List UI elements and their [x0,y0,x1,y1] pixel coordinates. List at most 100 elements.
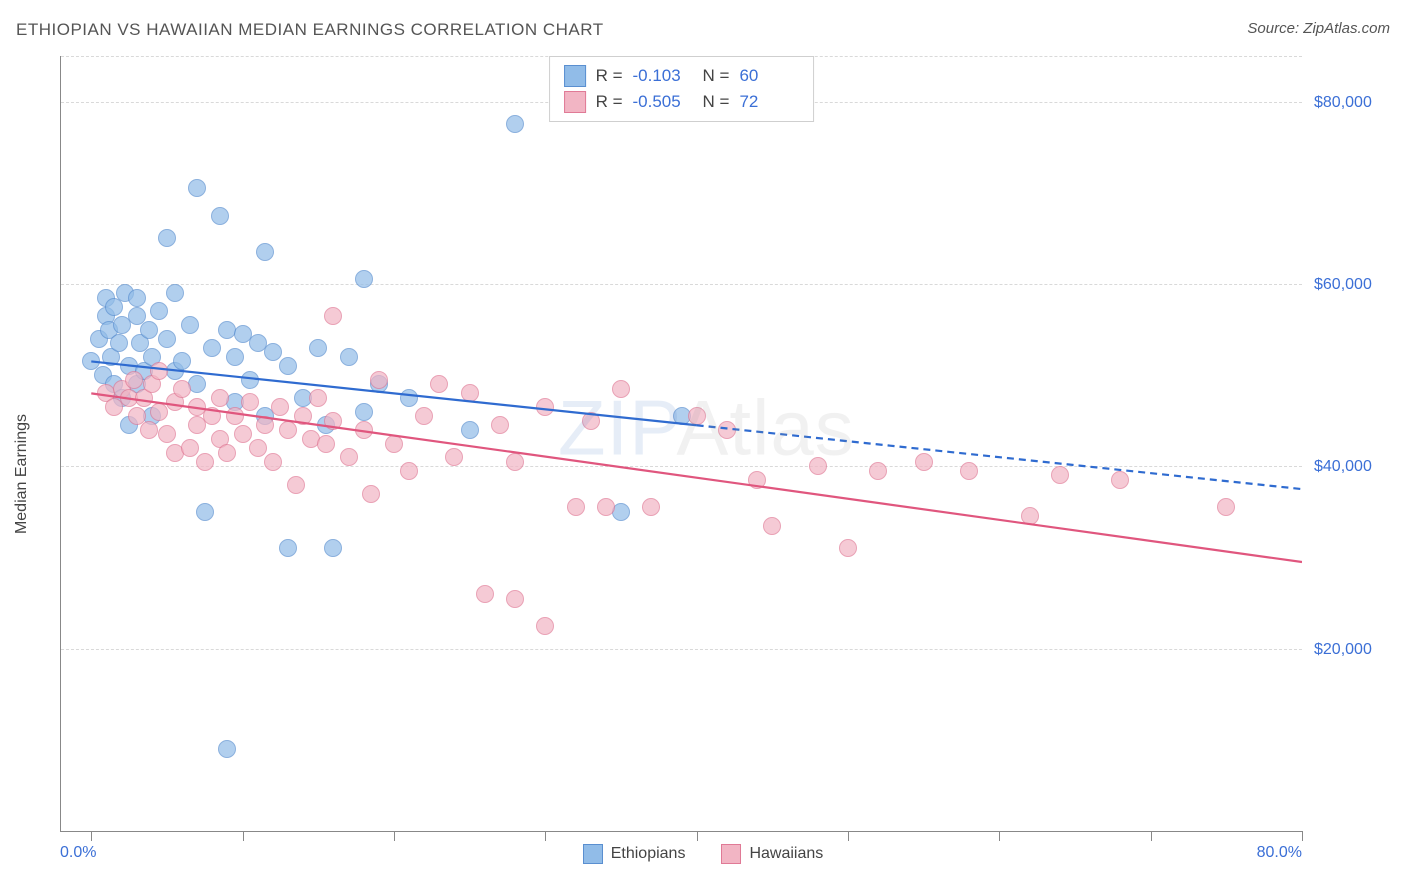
scatter-point [158,425,176,443]
y-axis-label: Median Earnings [13,414,31,534]
watermark-suffix: Atlas [676,384,854,472]
scatter-point [370,371,388,389]
scatter-point [340,348,358,366]
stat-R-value: -0.505 [633,92,693,112]
source-prefix: Source: [1247,20,1303,37]
scatter-point [264,453,282,471]
scatter-point [324,412,342,430]
scatter-point [226,348,244,366]
scatter-point [1021,507,1039,525]
scatter-point [445,448,463,466]
scatter-point [385,435,403,453]
scatter-point [234,425,252,443]
scatter-point [915,453,933,471]
scatter-point [748,471,766,489]
gridline-h: $40,000 [61,466,1302,467]
gridline-h: $20,000 [61,649,1302,650]
scatter-point [597,498,615,516]
scatter-point [1051,466,1069,484]
scatter-point [279,421,297,439]
series-legend: Ethiopians Hawaiians [16,844,1390,864]
chart-container: Median Earnings R =-0.103N =60R =-0.505N… [16,56,1390,892]
source-name: ZipAtlas.com [1303,20,1390,37]
stat-R-label: R = [596,66,623,86]
scatter-point [400,462,418,480]
regression-line [697,425,1302,489]
scatter-point [718,421,736,439]
scatter-point [839,539,857,557]
scatter-point [188,179,206,197]
x-tick [243,831,244,841]
scatter-point [264,343,282,361]
scatter-point [256,243,274,261]
scatter-point [461,384,479,402]
stats-row: R =-0.103N =60 [564,63,800,89]
scatter-point [196,453,214,471]
scatter-point [241,371,259,389]
scatter-point [218,444,236,462]
scatter-point [324,307,342,325]
plot-area: R =-0.103N =60R =-0.505N =72 ZIPAtlas $2… [60,56,1302,832]
scatter-point [536,398,554,416]
scatter-point [400,389,418,407]
scatter-point [324,539,342,557]
scatter-point [226,407,244,425]
scatter-point [491,416,509,434]
stat-N-label: N = [703,66,730,86]
source-attribution: Source: ZipAtlas.com [1247,20,1390,37]
scatter-point [173,352,191,370]
legend-entry: Hawaiians [721,844,823,864]
scatter-point [809,457,827,475]
scatter-point [181,316,199,334]
legend-label: Ethiopians [611,845,686,863]
scatter-point [287,476,305,494]
scatter-point [150,362,168,380]
scatter-point [309,339,327,357]
scatter-point [506,453,524,471]
scatter-point [218,740,236,758]
scatter-point [688,407,706,425]
legend-entry: Ethiopians [583,844,686,864]
stat-R-label: R = [596,92,623,112]
regression-lines-layer [61,56,1302,831]
scatter-point [271,398,289,416]
scatter-point [763,517,781,535]
scatter-point [362,485,380,503]
x-tick [545,831,546,841]
x-tick [91,831,92,841]
scatter-point [211,207,229,225]
scatter-point [181,439,199,457]
x-tick [848,831,849,841]
x-tick [1151,831,1152,841]
scatter-point [294,407,312,425]
scatter-point [869,462,887,480]
legend-swatch [564,91,586,113]
y-tick-label: $20,000 [1314,641,1372,659]
legend-swatch [583,844,603,864]
scatter-point [241,393,259,411]
scatter-point [430,375,448,393]
chart-title: ETHIOPIAN VS HAWAIIAN MEDIAN EARNINGS CO… [16,20,604,40]
y-tick-label: $80,000 [1314,94,1372,112]
scatter-point [355,421,373,439]
scatter-point [125,371,143,389]
stat-N-value: 60 [739,66,799,86]
scatter-point [506,590,524,608]
scatter-point [612,380,630,398]
scatter-point [140,321,158,339]
y-tick-label: $60,000 [1314,276,1372,294]
scatter-point [140,421,158,439]
scatter-point [1217,498,1235,516]
scatter-point [506,115,524,133]
x-tick [697,831,698,841]
y-tick-label: $40,000 [1314,458,1372,476]
scatter-point [203,407,221,425]
scatter-point [128,289,146,307]
scatter-point [166,284,184,302]
x-tick [1302,831,1303,841]
scatter-point [1111,471,1129,489]
scatter-point [582,412,600,430]
scatter-point [461,421,479,439]
x-tick [999,831,1000,841]
scatter-point [279,357,297,375]
